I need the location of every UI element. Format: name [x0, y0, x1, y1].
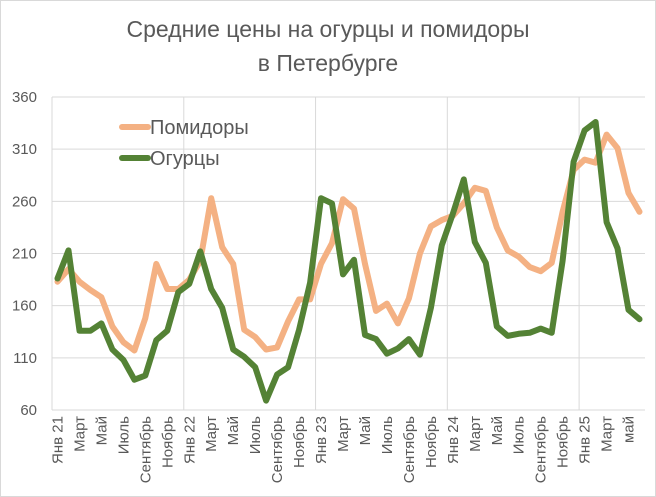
y-tick-label: 360 [12, 89, 37, 106]
x-tick-label: май [621, 416, 638, 443]
legend: Помидоры Огурцы [119, 117, 249, 170]
x-tick-label: Янв 23 [313, 416, 330, 464]
x-tick-label: Ноябрь [291, 416, 308, 468]
x-tick-label: Май [93, 416, 110, 445]
x-tick-label: Ноябрь [159, 416, 176, 468]
x-tick-label: Июль [115, 416, 132, 454]
y-tick-label: 160 [12, 298, 37, 315]
x-tick-label: Сентябрь [269, 416, 286, 483]
y-tick-label: 60 [20, 402, 37, 419]
x-tick-label: Май [489, 416, 506, 445]
x-tick-label: Сентябрь [533, 416, 550, 483]
x-tick-label: Март [335, 416, 352, 452]
x-tick-label: Янв 22 [181, 416, 198, 464]
x-tick-label: Май [357, 416, 374, 445]
x-tick-label: Март [467, 416, 484, 452]
x-tick-label: Март [599, 416, 616, 452]
y-tick-label: 310 [12, 141, 37, 158]
x-tick-label: Июль [247, 416, 264, 454]
x-tick-label: Июль [511, 416, 528, 454]
x-tick-label: Июль [379, 416, 396, 454]
y-tick-label: 210 [12, 246, 37, 263]
x-tick-label: Март [203, 416, 220, 452]
chart-title-line-1: Средние цены на огурцы и помидоры [126, 16, 529, 42]
legend-label-cucumbers: Огурцы [150, 148, 220, 170]
series-line-tomatoes [54, 131, 643, 354]
chart-title-line-2: в Петербурге [258, 50, 398, 76]
series-line-cucumbers [54, 119, 643, 404]
y-tick-label: 110 [13, 350, 37, 367]
x-tick-label: Янв 25 [577, 416, 594, 464]
x-tick-label: Май [225, 416, 242, 445]
x-tick-label: Ноябрь [423, 416, 440, 468]
x-tick-label: Сентябрь [401, 416, 418, 483]
y-tick-label: 260 [12, 193, 37, 210]
x-tick-label: Сентябрь [137, 416, 154, 483]
x-tick-label: Янв 21 [49, 416, 66, 464]
x-tick-label: Ноябрь [555, 416, 572, 468]
legend-label-tomatoes: Помидоры [150, 117, 249, 139]
x-tick-label: Март [71, 416, 88, 452]
x-tick-label: Янв 24 [445, 416, 462, 464]
